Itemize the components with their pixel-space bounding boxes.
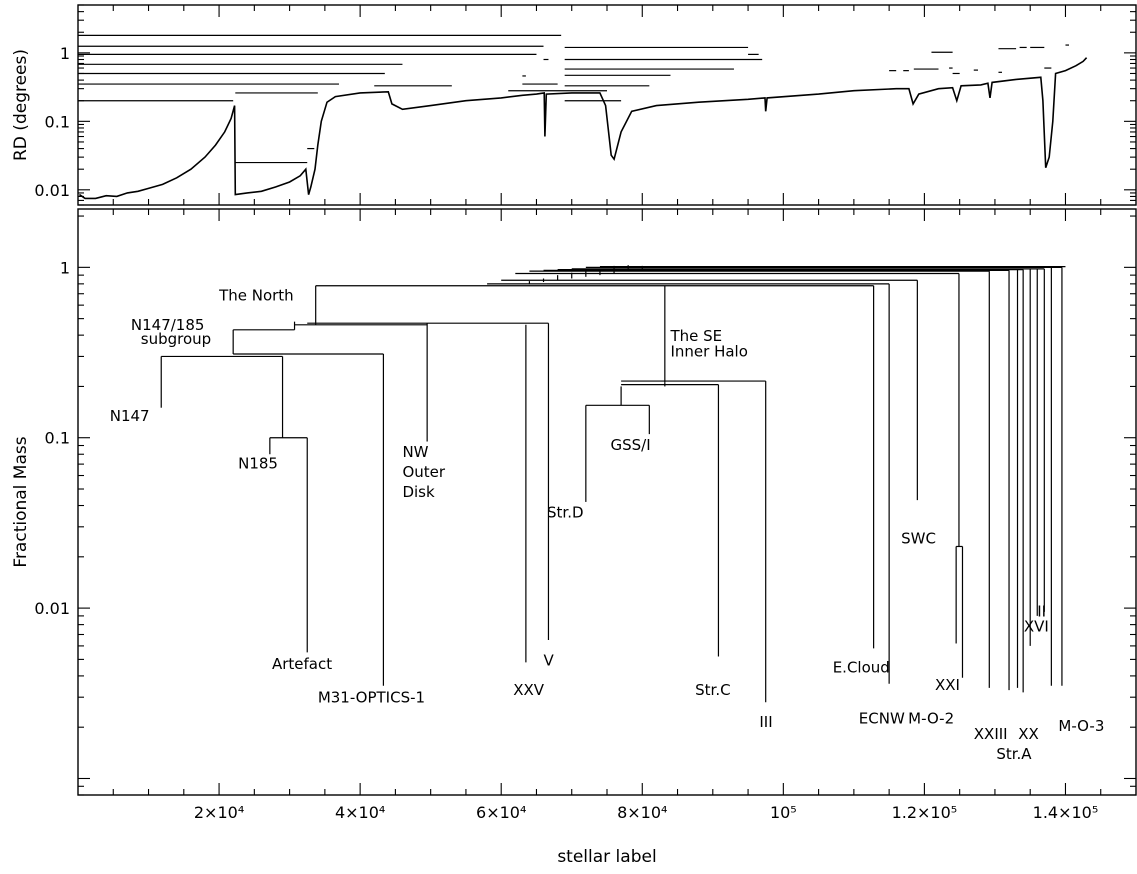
dendrogram-x-tick-label: 8×10⁴ xyxy=(617,803,667,822)
dendrogram-label: M-O-2 xyxy=(908,710,954,728)
dendrogram-label: III xyxy=(759,713,772,731)
dendrogram-label: The SE xyxy=(669,327,722,345)
dendrogram-label: Str.D xyxy=(547,504,584,522)
dendrogram-y-tick-label: 1 xyxy=(60,258,70,277)
dendrogram-x-tick-label: 1.4×10⁵ xyxy=(1033,803,1099,822)
dendrogram-label: N147 xyxy=(110,407,150,425)
dendrogram-label: subgroup xyxy=(141,330,211,348)
rd-curve xyxy=(78,57,1088,200)
dendrogram-label: GSS/I xyxy=(611,436,651,454)
dendrogram-label: N185 xyxy=(238,454,278,472)
dendrogram-label: Str.C xyxy=(695,681,730,699)
dendrogram-label: SWC xyxy=(901,529,936,547)
dendrogram-label: V xyxy=(544,652,555,670)
dendrogram-label: ECNW xyxy=(859,710,905,728)
dendrogram-label: Artefact xyxy=(272,655,332,673)
dendrogram-label: Outer xyxy=(402,463,445,481)
rd-y-tick-label: 0.1 xyxy=(45,112,70,131)
dendrogram-x-tick-label: 1.2×10⁵ xyxy=(892,803,958,822)
dendrogram-label: M31-OPTICS-1 xyxy=(318,688,425,706)
dendrogram-label: NW xyxy=(402,443,428,461)
dendrogram-label: Str.A xyxy=(996,745,1032,763)
dendrogram-x-tick-label: 10⁵ xyxy=(770,803,797,822)
dendrogram-y-tick-labels: 0.01 0.1 1 xyxy=(34,258,70,618)
rd-panel-segments xyxy=(78,34,1069,164)
dendrogram-y-tick-label: 0.01 xyxy=(34,599,70,618)
dendrogram-label: Inner Halo xyxy=(670,342,747,360)
dendrogram-branches xyxy=(160,265,1066,703)
dendrogram-x-tick-label: 4×10⁴ xyxy=(335,803,385,822)
dendrogram-ticks xyxy=(78,209,1136,796)
rd-y-tick-label: 0.01 xyxy=(34,181,70,200)
dendrogram-x-axis-label: stellar label xyxy=(557,847,656,867)
rd-panel: 0.01 0.1 1 RD (degrees) xyxy=(11,4,1137,206)
dendrogram-label: M-O-3 xyxy=(1058,717,1104,735)
dendrogram-label: The North xyxy=(218,286,294,304)
dendrogram-label: N147/185 xyxy=(131,316,205,334)
dendrogram-y-tick-label: 0.1 xyxy=(45,429,70,448)
dendrogram-label: XVI xyxy=(1024,617,1049,635)
dendrogram-x-tick-label: 2×10⁴ xyxy=(194,803,244,822)
dendrogram-y-axis-label: Fractional Mass xyxy=(11,436,31,567)
dendrogram-label: Disk xyxy=(402,483,435,501)
dendrogram-label: II xyxy=(1037,603,1046,621)
dendrogram-label: XXIII xyxy=(974,725,1008,743)
dendrogram-label: XXV xyxy=(513,681,545,699)
dendrogram-x-tick-labels: 2×10⁴ 4×10⁴ 6×10⁴ 8×10⁴ 10⁵ 1.2×10⁵ 1.4×10⁵ xyxy=(194,803,1098,822)
rd-y-tick-labels: 0.01 0.1 1 xyxy=(34,44,70,200)
rd-panel-ticks xyxy=(78,4,1136,206)
rd-y-tick-label: 1 xyxy=(60,44,70,63)
dendrogram-x-tick-label: 6×10⁴ xyxy=(476,803,526,822)
dendrogram-label: XX xyxy=(1018,725,1039,743)
dendrogram-label: E.Cloud xyxy=(833,658,890,676)
dendrogram-label: XXI xyxy=(935,676,960,694)
rd-y-axis-label: RD (degrees) xyxy=(11,49,31,161)
